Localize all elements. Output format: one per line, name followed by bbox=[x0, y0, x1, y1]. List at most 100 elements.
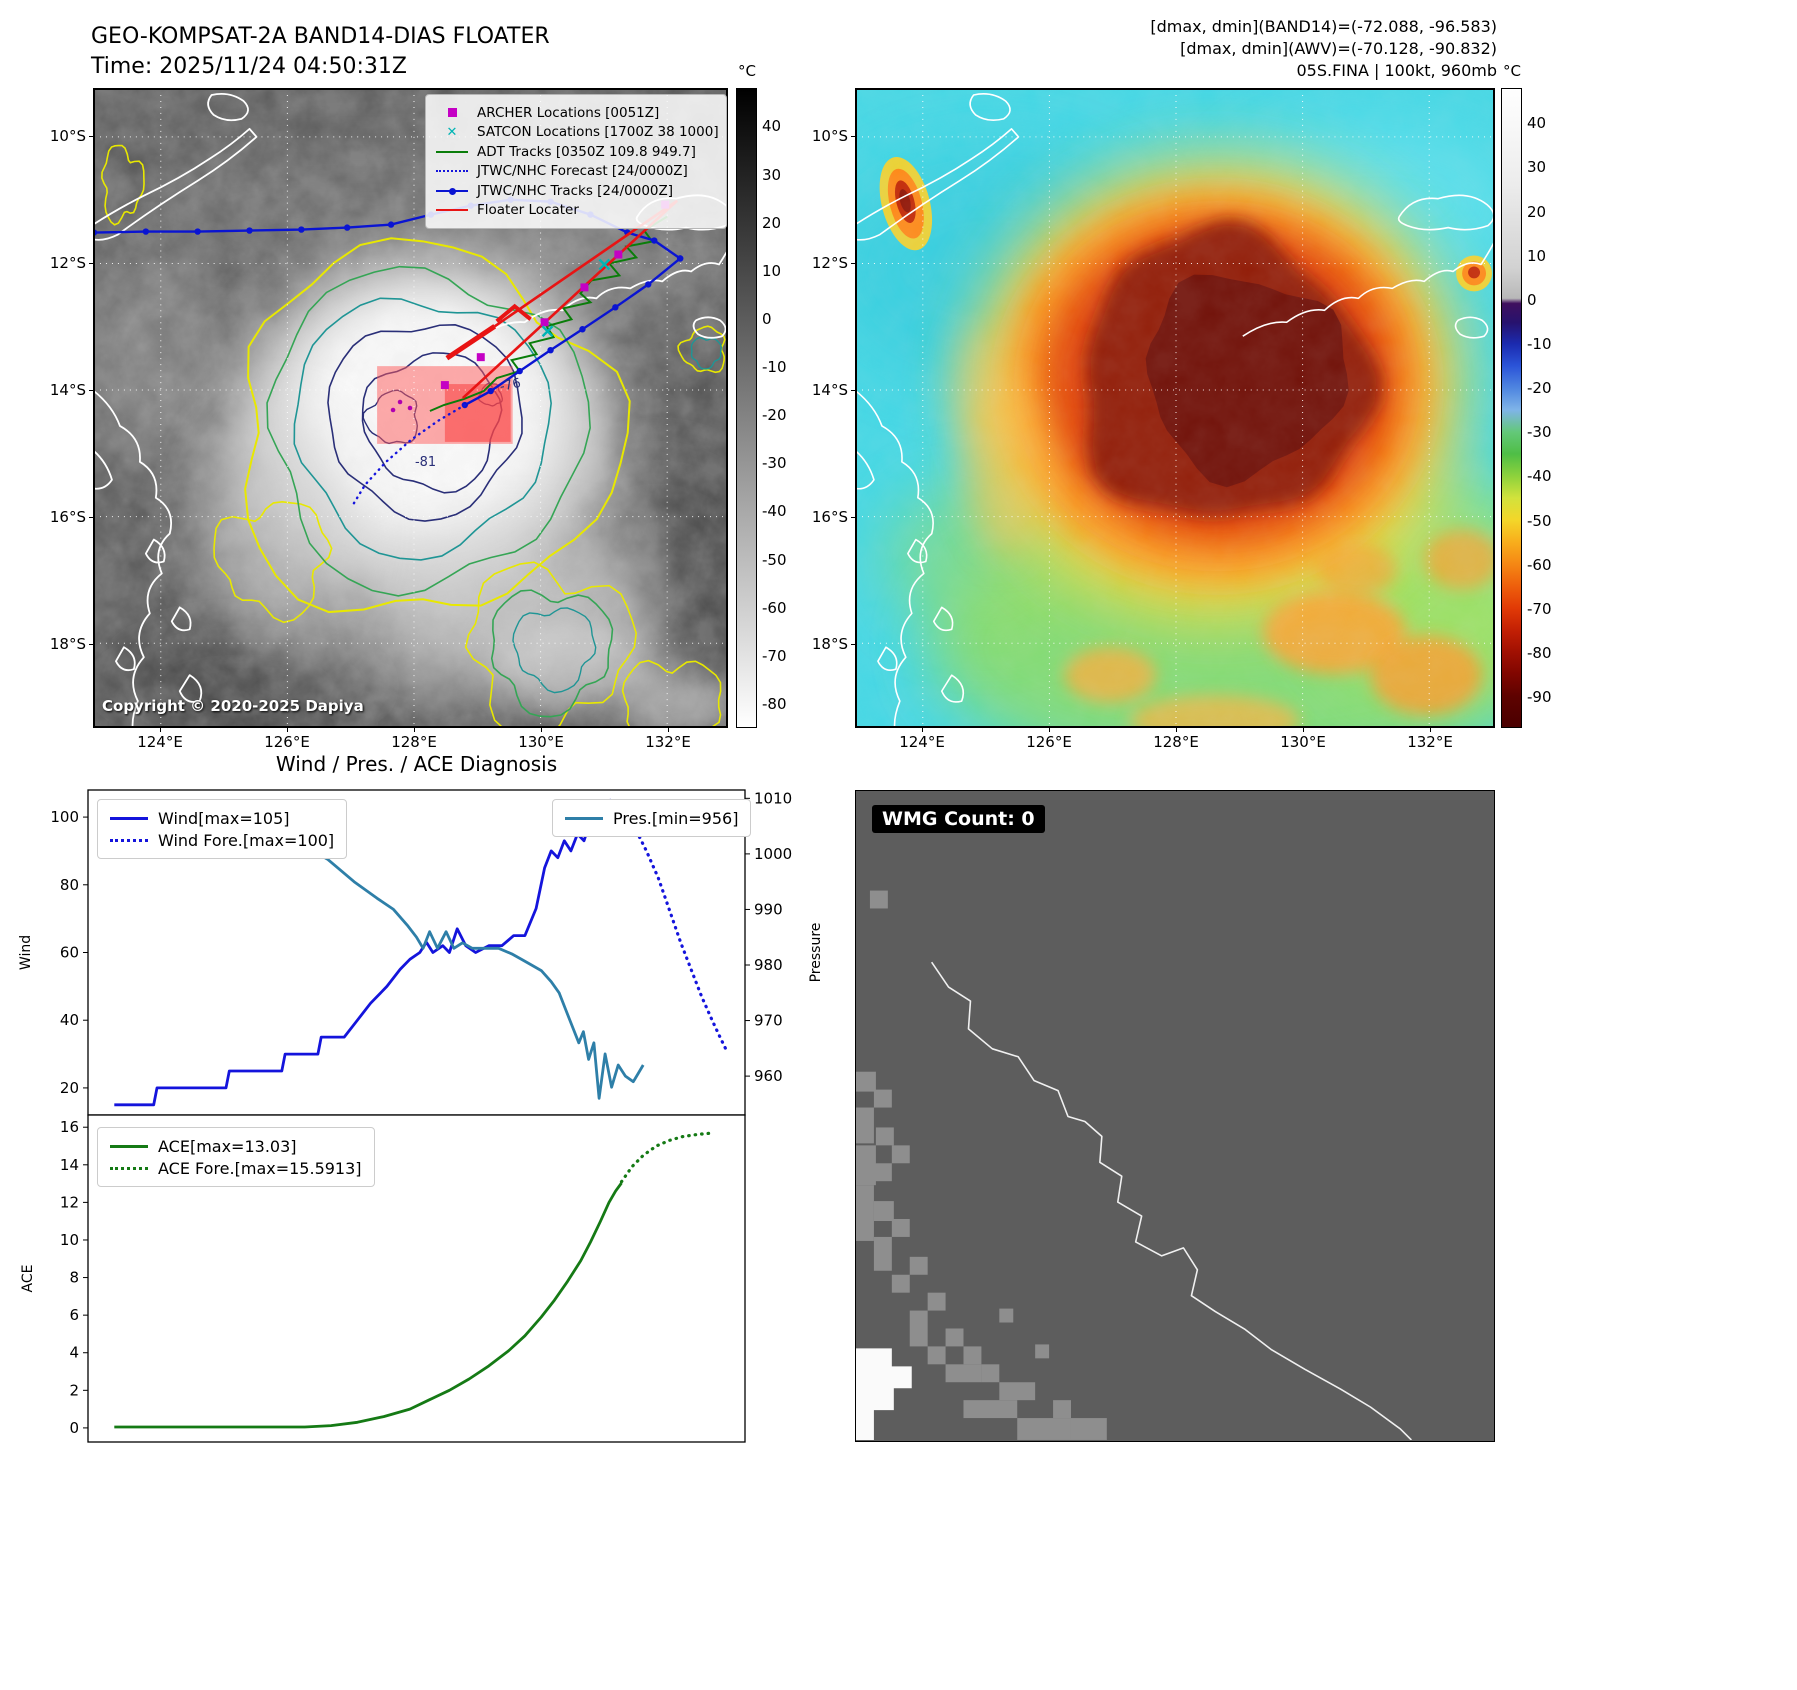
lat-tick-label: 12°S bbox=[49, 254, 86, 272]
awv-colorbar-tick: -10 bbox=[1527, 335, 1552, 353]
awv-colorbar-tick: -60 bbox=[1527, 555, 1552, 574]
svg-text:6: 6 bbox=[69, 1306, 79, 1324]
lon-tickmark bbox=[1303, 728, 1304, 732]
band14-colorbar-tick: -40 bbox=[762, 502, 787, 521]
chart-legend-label: Wind[max=105] bbox=[158, 808, 290, 828]
legend-item: Floater Locater bbox=[436, 201, 716, 221]
map-legend: ARCHER Locations [0051Z] ✕ SATCON Location… bbox=[425, 94, 727, 229]
band14-colorbar bbox=[736, 88, 757, 728]
lon-tickmark bbox=[1176, 728, 1177, 732]
svg-text:Wind: Wind bbox=[18, 935, 34, 970]
legend-item-label: ARCHER Locations [0051Z] bbox=[477, 104, 660, 121]
header-right-stats: [dmax, dmin](BAND14)=(-72.088, -96.583) … bbox=[1150, 16, 1497, 82]
lat-tick-label: 16°S bbox=[811, 508, 848, 526]
wmg-count-label: WMG Count: 0 bbox=[872, 805, 1045, 833]
figure-title-line1: GEO-KOMPSAT-2A BAND14-DIAS FLOATER bbox=[91, 24, 550, 49]
diagnosis-title: Wind / Pres. / ACE Diagnosis bbox=[275, 752, 558, 776]
figure-time-line: Time: 2025/11/24 04:50:31Z bbox=[91, 54, 407, 79]
svg-text:80: 80 bbox=[60, 876, 79, 894]
satcon-x-marker: ✕ bbox=[446, 124, 458, 140]
lat-tick-label: 14°S bbox=[811, 381, 848, 399]
lat-tick-label: 18°S bbox=[49, 635, 86, 653]
svg-text:100: 100 bbox=[50, 808, 79, 826]
band14-colorbar-tick: -50 bbox=[762, 550, 787, 569]
lat-tickmark bbox=[851, 644, 855, 645]
chart-legend-label: ACE Fore.[max=15.5913] bbox=[158, 1158, 362, 1178]
svg-text:970: 970 bbox=[754, 1012, 783, 1030]
legend-item: ARCHER Locations [0051Z] bbox=[436, 103, 716, 123]
awv-colorbar bbox=[1501, 88, 1522, 728]
band14-colorbar-tick: 20 bbox=[762, 213, 782, 232]
chart-legend-sample bbox=[565, 816, 603, 820]
chart-legend-item: Wind Fore.[max=100] bbox=[110, 829, 334, 851]
band14-dmax-dmin: [dmax, dmin](BAND14)=(-72.088, -96.583) bbox=[1150, 17, 1497, 36]
legend-item-label: JTWC/NHC Forecast [24/0000Z] bbox=[477, 163, 688, 180]
chart-legend-label: Pres.[min=956] bbox=[613, 808, 739, 828]
chart-legend: ACE[max=13.03] ACE Fore.[max=15.5913] bbox=[97, 1127, 375, 1187]
lon-tick-label: 130°E bbox=[1280, 733, 1326, 751]
svg-text:20: 20 bbox=[60, 1079, 79, 1097]
svg-text:1010: 1010 bbox=[754, 789, 792, 807]
line-sample bbox=[436, 150, 468, 153]
lon-tick-label: 130°E bbox=[518, 733, 564, 751]
line-sample bbox=[436, 209, 468, 212]
svg-text:990: 990 bbox=[754, 900, 783, 918]
lon-tick-label: 128°E bbox=[391, 733, 437, 751]
band14-colorbar-tick: -70 bbox=[762, 646, 787, 665]
lon-tick-label: 126°E bbox=[264, 733, 310, 751]
awv-colorbar-tick: 10 bbox=[1527, 246, 1547, 265]
lat-tick-label: 14°S bbox=[49, 381, 86, 399]
svg-text:40: 40 bbox=[60, 1011, 79, 1029]
copyright-label: Copyright © 2020-2025 Dapiya bbox=[102, 697, 364, 715]
svg-text:10: 10 bbox=[60, 1231, 79, 1249]
lat-tickmark bbox=[89, 136, 93, 137]
chart-legend-item: Wind[max=105] bbox=[110, 807, 334, 829]
awv-satellite-image bbox=[856, 89, 1494, 727]
lat-tickmark bbox=[89, 263, 93, 264]
svg-text:960: 960 bbox=[754, 1067, 783, 1085]
legend-item-label: JTWC/NHC Tracks [24/0000Z] bbox=[477, 182, 674, 199]
dotted-line-sample bbox=[436, 170, 468, 173]
chart-legend-sample bbox=[110, 1144, 148, 1148]
legend-marker: ✕ bbox=[436, 126, 468, 139]
awv-colorbar-unit: °C bbox=[1503, 62, 1521, 80]
lat-tick-label: 12°S bbox=[811, 254, 848, 272]
band14-satellite-map: -76 -81 ARCHER Locations [0051Z] ✕ SATCON L… bbox=[93, 88, 728, 728]
lat-tickmark bbox=[851, 136, 855, 137]
chart-legend-sample bbox=[110, 816, 148, 820]
svg-text:1000: 1000 bbox=[754, 845, 792, 863]
awv-colorbar-tick: -40 bbox=[1527, 467, 1552, 486]
series-ace-fore-max- bbox=[619, 1131, 716, 1184]
awv-colorbar-tick: 20 bbox=[1527, 202, 1547, 221]
archer-square-marker bbox=[447, 108, 457, 118]
legend-marker bbox=[436, 150, 468, 153]
lat-tick-label: 10°S bbox=[49, 127, 86, 145]
chart-legend-label: Wind Fore.[max=100] bbox=[158, 830, 335, 850]
svg-text:0: 0 bbox=[69, 1419, 79, 1437]
chart-legend-item: ACE[max=13.03] bbox=[110, 1135, 362, 1157]
awv-dmax-dmin: [dmax, dmin](AWV)=(-70.128, -90.832) bbox=[1180, 39, 1497, 58]
svg-text:12: 12 bbox=[60, 1193, 79, 1211]
awv-colorbar-tick: -80 bbox=[1527, 643, 1552, 662]
wmg-map bbox=[856, 791, 1493, 1440]
lon-tick-label: 126°E bbox=[1026, 733, 1072, 751]
lon-tick-label: 128°E bbox=[1153, 733, 1199, 751]
series-ace-max- bbox=[114, 1182, 623, 1429]
series-pres-min- bbox=[114, 819, 645, 1100]
awv-colorbar-tick: -70 bbox=[1527, 599, 1552, 618]
wmg-panel: WMG Count: 0 bbox=[855, 790, 1495, 1442]
lon-tickmark bbox=[1049, 728, 1050, 732]
band14-colorbar-tick: -10 bbox=[762, 358, 787, 377]
legend-item-label: Floater Locater bbox=[477, 202, 579, 219]
lat-tickmark bbox=[89, 390, 93, 391]
lon-tick-label: 132°E bbox=[1407, 733, 1453, 751]
band14-colorbar-unit: °C bbox=[738, 62, 756, 80]
lat-tick-label: 18°S bbox=[811, 635, 848, 653]
legend-item-label: SATCON Locations [1700Z 38 1000] bbox=[477, 124, 719, 141]
band14-colorbar-tick: -30 bbox=[762, 454, 787, 473]
chart-legend-item: Pres.[min=956] bbox=[565, 807, 738, 829]
svg-text:4: 4 bbox=[69, 1344, 79, 1362]
lat-tickmark bbox=[851, 517, 855, 518]
line-marker-sample bbox=[436, 187, 468, 195]
band14-colorbar-tick: 30 bbox=[762, 165, 782, 184]
